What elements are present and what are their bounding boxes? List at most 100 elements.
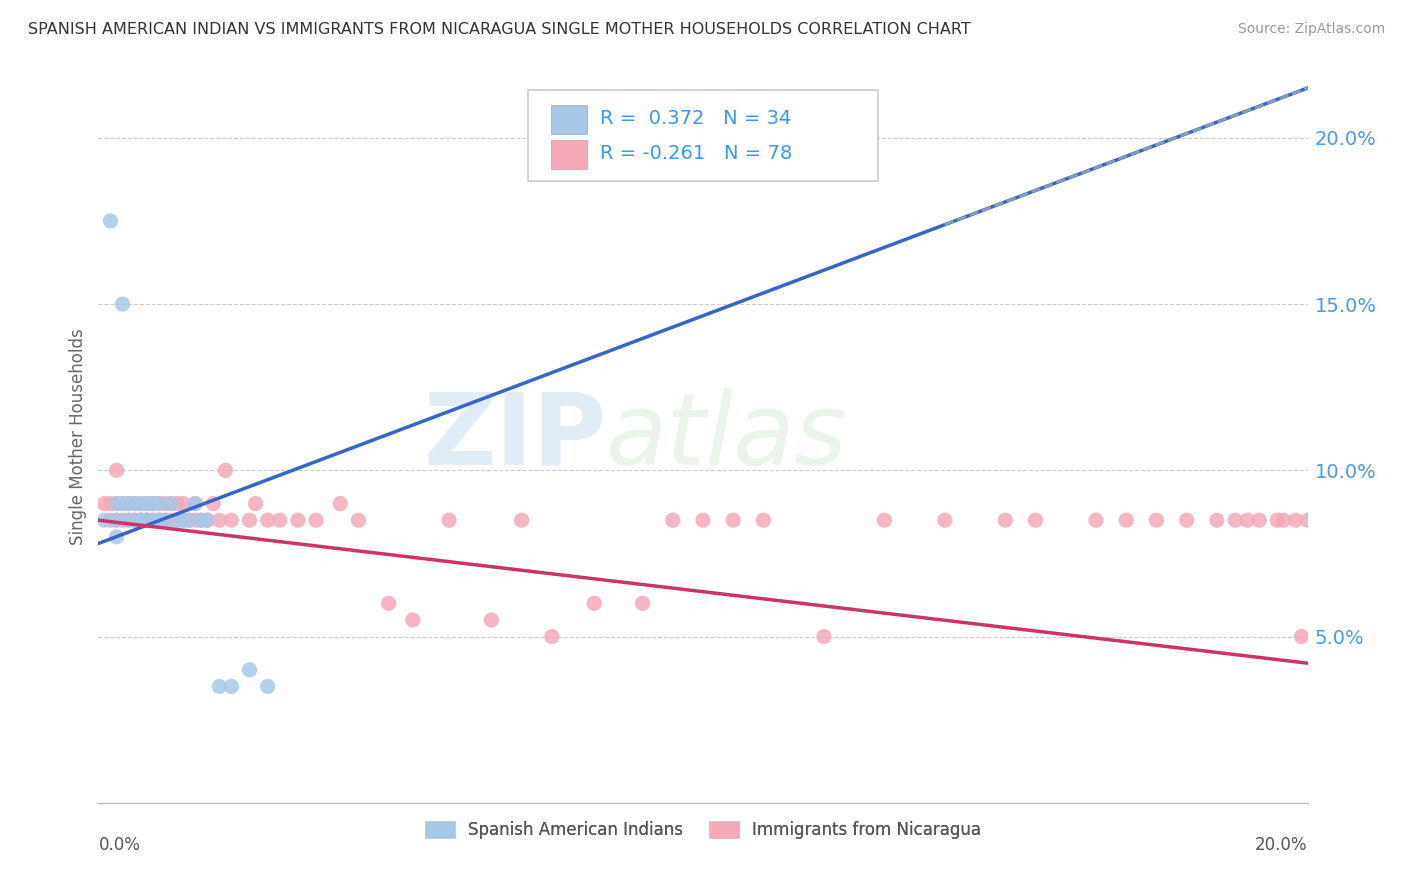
Point [583,596,606,610]
Point [124,513,146,527]
Point [129,497,152,511]
Point [994,513,1017,527]
Point [221,680,243,694]
Point [111,513,134,527]
Point [148,497,170,511]
Point [105,497,128,511]
Point [153,513,176,527]
FancyBboxPatch shape [551,105,586,135]
Point [105,463,128,477]
Text: R =  0.372   N = 34: R = 0.372 N = 34 [600,110,792,128]
Point [1249,513,1271,527]
Point [195,513,218,527]
Point [1085,513,1108,527]
Point [166,497,188,511]
Point [1175,513,1198,527]
Point [208,513,231,527]
Point [142,513,165,527]
Point [172,513,194,527]
Point [93,497,115,511]
Point [256,680,278,694]
Point [1236,513,1258,527]
Point [111,497,134,511]
Point [160,513,183,527]
Point [377,596,399,610]
Point [256,513,278,527]
Point [148,513,170,527]
Point [129,513,152,527]
Point [1024,513,1046,527]
Point [1296,513,1319,527]
Point [184,513,207,527]
Point [873,513,896,527]
Point [202,497,225,511]
Point [100,214,122,228]
Point [510,513,533,527]
Point [160,497,183,511]
Point [118,497,141,511]
Point [1223,513,1246,527]
Point [305,513,328,527]
Point [179,513,201,527]
Point [111,297,134,311]
Point [124,497,146,511]
Point [105,497,128,511]
Point [129,513,152,527]
Point [93,513,115,527]
Point [118,513,141,527]
Point [172,513,194,527]
Point [124,497,146,511]
Point [148,513,170,527]
Point [723,513,745,527]
FancyBboxPatch shape [527,90,879,181]
Point [153,497,176,511]
Point [100,513,122,527]
Point [118,513,141,527]
Point [239,663,262,677]
Point [105,530,128,544]
Text: 0.0%: 0.0% [98,836,141,854]
Point [172,497,194,511]
Point [661,513,683,527]
Point [631,596,654,610]
Text: R = -0.261   N = 78: R = -0.261 N = 78 [600,144,793,162]
Point [190,513,212,527]
Point [347,513,370,527]
Point [142,513,165,527]
Point [1144,513,1167,527]
FancyBboxPatch shape [551,140,586,169]
Point [179,513,201,527]
Point [124,513,146,527]
Text: ZIP: ZIP [423,389,606,485]
Point [105,513,128,527]
Point [135,513,157,527]
Point [214,463,236,477]
Point [329,497,352,511]
Point [692,513,714,527]
Point [166,513,188,527]
Point [1206,513,1229,527]
Point [195,513,218,527]
Point [752,513,775,527]
Text: SPANISH AMERICAN INDIAN VS IMMIGRANTS FROM NICARAGUA SINGLE MOTHER HOUSEHOLDS CO: SPANISH AMERICAN INDIAN VS IMMIGRANTS FR… [28,22,972,37]
Point [437,513,460,527]
Point [129,513,152,527]
Point [184,497,207,511]
Point [135,513,157,527]
Point [135,497,157,511]
Point [813,630,835,644]
Point [142,497,165,511]
Text: 20.0%: 20.0% [1256,836,1308,854]
Point [934,513,956,527]
Point [481,613,503,627]
Point [245,497,267,511]
Point [105,513,128,527]
Point [1115,513,1137,527]
Point [129,497,152,511]
Point [239,513,262,527]
Point [153,513,176,527]
Point [160,497,183,511]
Point [142,497,165,511]
Point [269,513,291,527]
Point [287,513,309,527]
